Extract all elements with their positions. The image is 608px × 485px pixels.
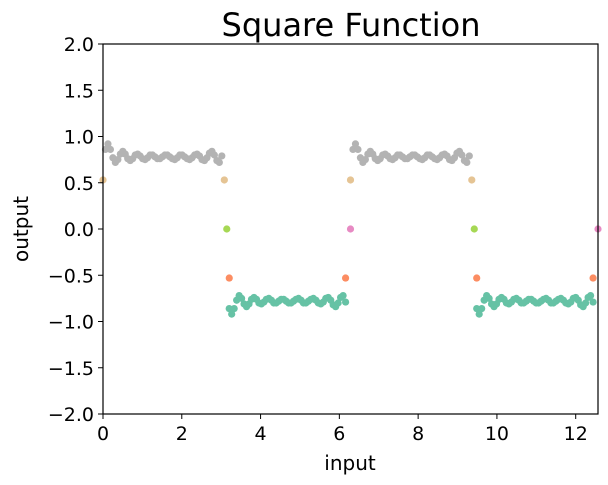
data-point bbox=[341, 298, 350, 306]
data-point bbox=[104, 140, 112, 148]
data-point bbox=[463, 158, 471, 166]
data-point bbox=[101, 145, 110, 154]
data-point bbox=[478, 304, 486, 313]
data-point bbox=[210, 151, 218, 159]
data-point bbox=[473, 274, 481, 282]
x-axis-ticks: 0 2 4 6 8 10 12 bbox=[97, 414, 588, 445]
y-tick-label: 1.0 bbox=[64, 127, 94, 149]
x-tick-label: 8 bbox=[412, 423, 424, 445]
data-point bbox=[354, 145, 362, 154]
data-point bbox=[334, 299, 342, 307]
plot-frame bbox=[102, 43, 599, 415]
y-tick-label: 0.0 bbox=[64, 219, 94, 241]
data-point bbox=[215, 158, 223, 166]
data-point bbox=[586, 292, 595, 300]
data-point bbox=[485, 294, 493, 302]
x-tick-label: 4 bbox=[255, 423, 267, 445]
data-point bbox=[470, 225, 478, 233]
data-point bbox=[589, 298, 597, 306]
y-axis-ticks: −2.0 −1.5 −1.0 −0.5 0.0 0.5 1.0 1.5 2.0 bbox=[48, 34, 103, 426]
data-point bbox=[351, 140, 360, 148]
x-axis-label: input bbox=[324, 451, 376, 475]
data-point bbox=[220, 176, 228, 184]
data-point bbox=[230, 304, 238, 313]
x-tick-label: 0 bbox=[97, 423, 109, 445]
data-point bbox=[346, 225, 355, 233]
y-tick-label: −0.5 bbox=[48, 265, 94, 287]
y-axis-label: output bbox=[9, 196, 33, 262]
data-point bbox=[223, 225, 231, 233]
data-point bbox=[349, 145, 357, 154]
data-point bbox=[114, 156, 122, 164]
data-point bbox=[468, 176, 476, 184]
x-tick-label: 6 bbox=[333, 423, 345, 445]
data-point bbox=[346, 176, 355, 184]
data-point bbox=[582, 299, 590, 307]
y-tick-label: 2.0 bbox=[64, 34, 94, 56]
x-tick-label: 12 bbox=[564, 423, 588, 445]
data-point bbox=[339, 292, 347, 300]
y-tick-label: −1.5 bbox=[48, 358, 94, 380]
data-point bbox=[225, 304, 233, 313]
data-point bbox=[341, 274, 350, 282]
data-point bbox=[218, 152, 226, 160]
y-tick-label: −2.0 bbox=[48, 404, 94, 426]
y-tick-label: −1.0 bbox=[48, 312, 94, 334]
data-point bbox=[589, 274, 597, 282]
data-point bbox=[225, 274, 233, 282]
data-point bbox=[475, 310, 483, 318]
data-point bbox=[473, 304, 481, 313]
data-point bbox=[361, 156, 369, 164]
y-tick-label: 1.5 bbox=[64, 80, 94, 102]
x-tick-label: 10 bbox=[485, 423, 509, 445]
x-tick-label: 2 bbox=[176, 423, 188, 445]
y-tick-label: 0.5 bbox=[64, 173, 94, 195]
data-point bbox=[465, 152, 473, 160]
data-point bbox=[238, 294, 246, 302]
plot-points bbox=[99, 140, 602, 318]
chart-title: Square Function bbox=[222, 6, 481, 44]
data-point bbox=[106, 145, 115, 154]
data-point bbox=[458, 151, 466, 159]
data-point bbox=[228, 310, 236, 318]
